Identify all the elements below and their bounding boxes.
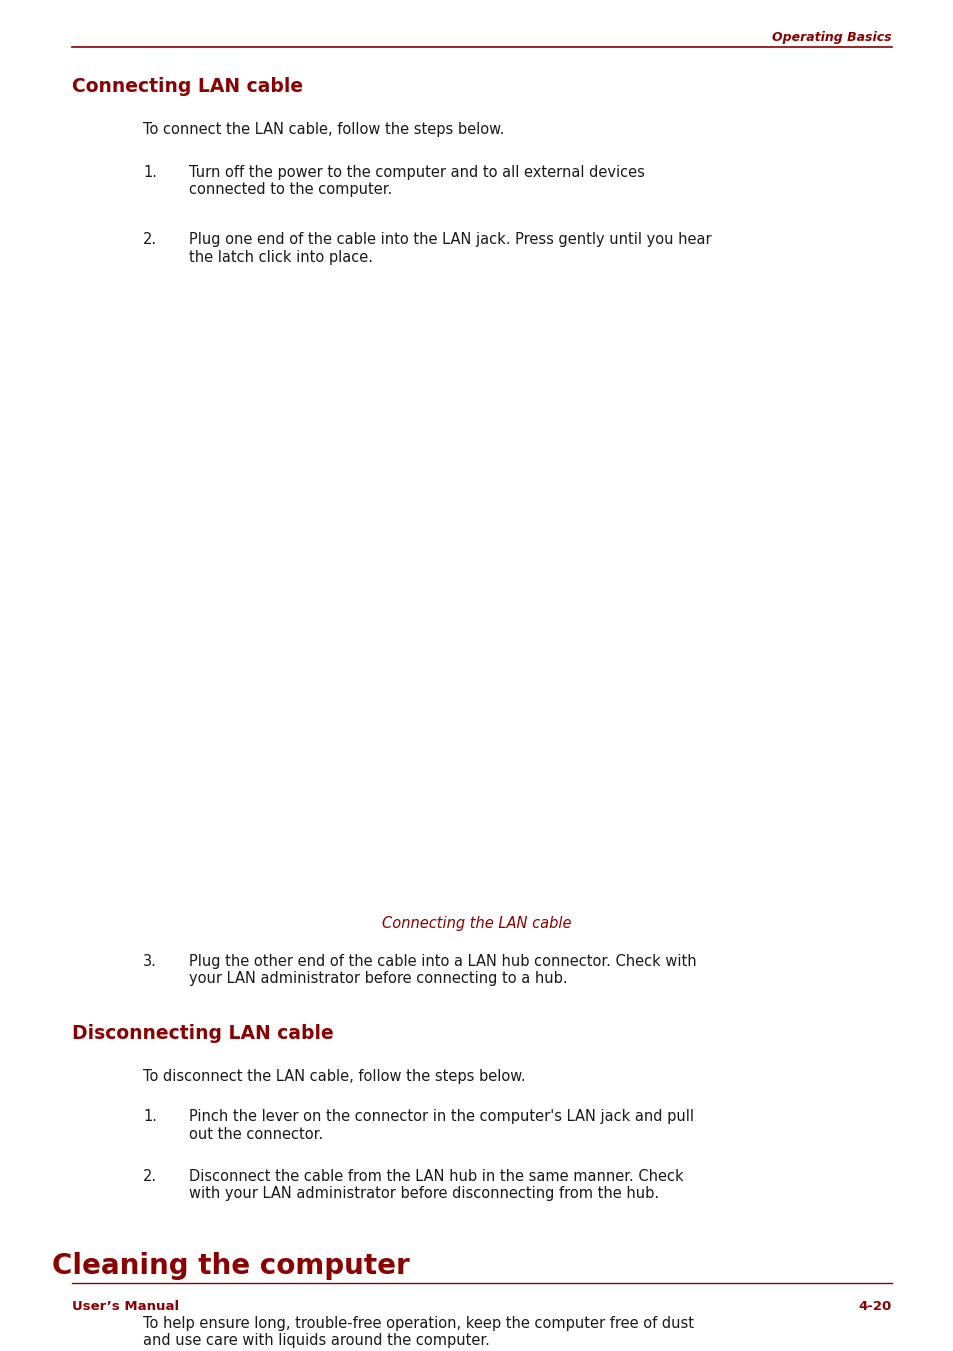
Text: Plug the other end of the cable into a LAN hub connector. Check with
your LAN ad: Plug the other end of the cable into a L… bbox=[189, 954, 696, 986]
Text: Connecting LAN cable: Connecting LAN cable bbox=[71, 77, 302, 96]
Text: Pinch the lever on the connector in the computer's LAN jack and pull
out the con: Pinch the lever on the connector in the … bbox=[189, 1109, 693, 1142]
Text: 3.: 3. bbox=[143, 954, 157, 969]
Text: Cleaning the computer: Cleaning the computer bbox=[52, 1252, 410, 1281]
Text: To connect the LAN cable, follow the steps below.: To connect the LAN cable, follow the ste… bbox=[143, 122, 504, 136]
Text: Disconnect the cable from the LAN hub in the same manner. Check
with your LAN ad: Disconnect the cable from the LAN hub in… bbox=[189, 1169, 682, 1201]
Text: Connecting the LAN cable: Connecting the LAN cable bbox=[382, 916, 571, 931]
Text: Operating Basics: Operating Basics bbox=[772, 31, 891, 45]
Text: User’s Manual: User’s Manual bbox=[71, 1300, 178, 1313]
Text: 2.: 2. bbox=[143, 1169, 157, 1183]
Text: To disconnect the LAN cable, follow the steps below.: To disconnect the LAN cable, follow the … bbox=[143, 1069, 525, 1084]
Text: Plug one end of the cable into the LAN jack. Press gently until you hear
the lat: Plug one end of the cable into the LAN j… bbox=[189, 232, 711, 265]
Text: 2.: 2. bbox=[143, 232, 157, 247]
Text: 1.: 1. bbox=[143, 1109, 157, 1124]
Text: 4-20: 4-20 bbox=[858, 1300, 891, 1313]
Text: To help ensure long, trouble-free operation, keep the computer free of dust
and : To help ensure long, trouble-free operat… bbox=[143, 1316, 694, 1348]
Text: Disconnecting LAN cable: Disconnecting LAN cable bbox=[71, 1024, 333, 1043]
Text: 1.: 1. bbox=[143, 165, 157, 180]
Text: Turn off the power to the computer and to all external devices
connected to the : Turn off the power to the computer and t… bbox=[189, 165, 644, 197]
